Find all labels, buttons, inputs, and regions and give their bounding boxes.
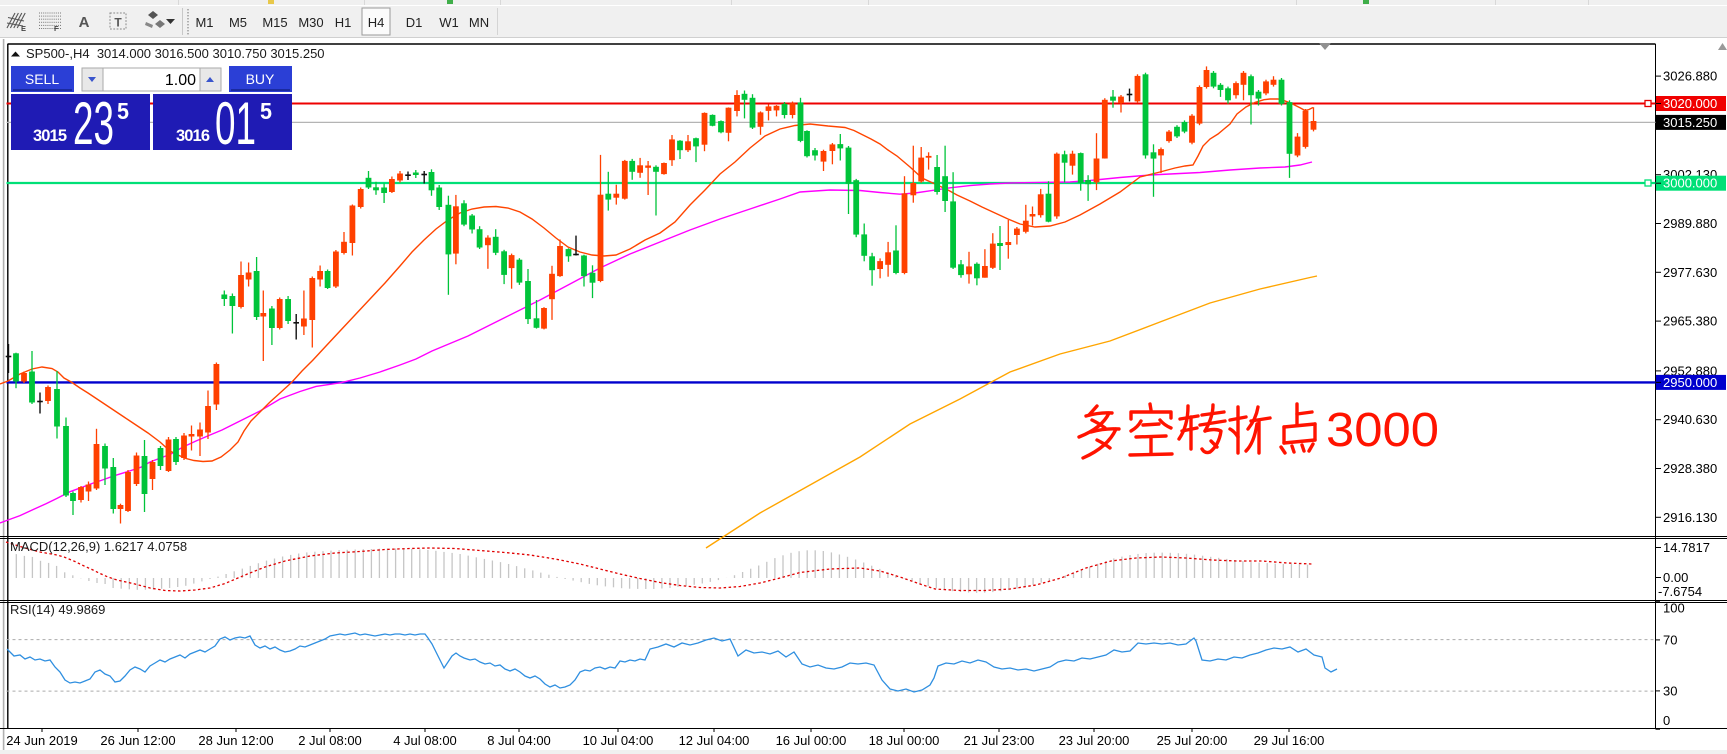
svg-text:E: E <box>21 24 26 33</box>
svg-text:2950.000: 2950.000 <box>1663 375 1717 390</box>
svg-text:H1: H1 <box>335 15 352 30</box>
svg-text:23 Jul 20:00: 23 Jul 20:00 <box>1059 733 1130 748</box>
svg-text:4 Jul 08:00: 4 Jul 08:00 <box>393 733 457 748</box>
svg-text:24 Jun 2019: 24 Jun 2019 <box>6 733 78 748</box>
svg-text:8 Jul 04:00: 8 Jul 04:00 <box>487 733 551 748</box>
svg-text:29 Jul 16:00: 29 Jul 16:00 <box>1254 733 1325 748</box>
svg-text:H4: H4 <box>368 15 385 30</box>
svg-text:2965.380: 2965.380 <box>1663 314 1717 329</box>
svg-text:3000.000: 3000.000 <box>1663 176 1717 191</box>
svg-text:70: 70 <box>1663 632 1677 647</box>
svg-text:30: 30 <box>1663 683 1677 698</box>
svg-text:14.7817: 14.7817 <box>1663 540 1710 555</box>
svg-text:01: 01 <box>215 90 256 157</box>
svg-text:M15: M15 <box>262 15 287 30</box>
svg-text:2977.630: 2977.630 <box>1663 265 1717 280</box>
svg-text:5: 5 <box>117 98 129 124</box>
svg-text:SP500-,H4 3014.000 3016.500 3: SP500-,H4 3014.000 3016.500 3010.750 301… <box>26 46 325 61</box>
svg-text:3000: 3000 <box>1326 404 1439 457</box>
svg-text:M30: M30 <box>298 15 323 30</box>
svg-text:RSI(14) 49.9869: RSI(14) 49.9869 <box>10 602 105 617</box>
svg-text:F: F <box>54 24 59 33</box>
svg-text:MACD(12,26,9) 1.6217 4.0758: MACD(12,26,9) 1.6217 4.0758 <box>10 539 187 554</box>
svg-text:3020.000: 3020.000 <box>1663 96 1717 111</box>
svg-text:18 Jul 00:00: 18 Jul 00:00 <box>869 733 940 748</box>
svg-text:BUY: BUY <box>246 71 275 87</box>
svg-text:MN: MN <box>469 15 489 30</box>
svg-text:28 Jun 12:00: 28 Jun 12:00 <box>198 733 273 748</box>
svg-text:23: 23 <box>73 90 114 157</box>
svg-text:3026.880: 3026.880 <box>1663 69 1717 84</box>
svg-text:100: 100 <box>1663 601 1685 616</box>
svg-text:26 Jun 12:00: 26 Jun 12:00 <box>100 733 175 748</box>
svg-text:3016: 3016 <box>176 127 210 145</box>
svg-text:1.00: 1.00 <box>165 72 196 89</box>
svg-text:2989.880: 2989.880 <box>1663 216 1717 231</box>
svg-text:-7.6754: -7.6754 <box>1658 584 1702 599</box>
svg-text:T: T <box>114 16 122 30</box>
svg-text:A: A <box>79 14 90 31</box>
svg-text:D1: D1 <box>406 15 423 30</box>
svg-text:W1: W1 <box>439 15 459 30</box>
svg-text:16 Jul 00:00: 16 Jul 00:00 <box>776 733 847 748</box>
svg-text:M1: M1 <box>195 15 213 30</box>
svg-text:0.00: 0.00 <box>1663 570 1688 585</box>
svg-text:25 Jul 20:00: 25 Jul 20:00 <box>1157 733 1228 748</box>
svg-text:0: 0 <box>1663 713 1670 728</box>
svg-text:21 Jul 23:00: 21 Jul 23:00 <box>964 733 1035 748</box>
svg-text:3015.250: 3015.250 <box>1663 115 1717 130</box>
svg-text:2952.880: 2952.880 <box>1663 363 1717 378</box>
svg-text:12 Jul 04:00: 12 Jul 04:00 <box>679 733 750 748</box>
svg-text:10 Jul 04:00: 10 Jul 04:00 <box>583 733 654 748</box>
svg-text:2916.130: 2916.130 <box>1663 510 1717 525</box>
svg-text:SELL: SELL <box>25 71 59 87</box>
svg-text:M5: M5 <box>229 15 247 30</box>
svg-text:2 Jul 08:00: 2 Jul 08:00 <box>298 733 362 748</box>
svg-text:2940.630: 2940.630 <box>1663 412 1717 427</box>
svg-text:3015: 3015 <box>33 127 67 145</box>
svg-text:5: 5 <box>260 98 272 124</box>
svg-text:2928.380: 2928.380 <box>1663 461 1717 476</box>
